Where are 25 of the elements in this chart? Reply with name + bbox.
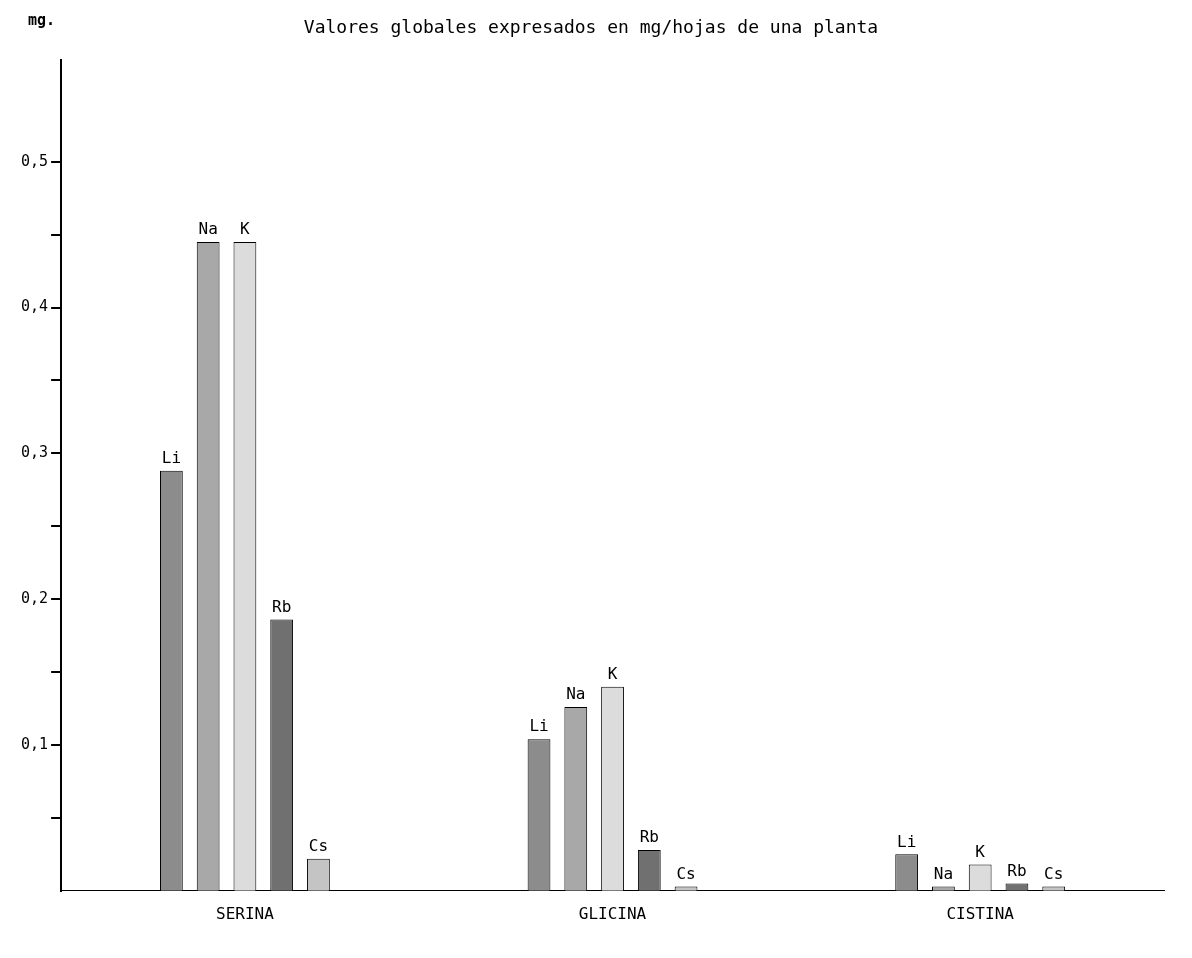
text: Cs <box>308 835 329 855</box>
series-label: Li <box>529 716 549 736</box>
text: Na <box>933 863 954 883</box>
series-label: Na <box>566 684 586 704</box>
text: K <box>240 219 250 239</box>
text: Rb <box>1007 860 1027 880</box>
text: Rb <box>272 596 292 616</box>
chart-title: Valores globales expresados en mg/hojas de una planta <box>303 16 879 38</box>
y-tick-label: 0,5 <box>21 151 49 170</box>
y-axis-title: mg. <box>28 11 56 30</box>
x-tick-label: GLICINA <box>578 903 647 923</box>
text: Li <box>161 447 182 467</box>
text: Na <box>198 219 218 239</box>
series-label: Cs <box>676 863 696 883</box>
y-tick-label: 0,2 <box>21 589 49 608</box>
text: Li <box>897 831 917 851</box>
y-tick-label: 0,1 <box>21 734 49 753</box>
x-tick-label: SERINA <box>216 903 275 923</box>
y-tick-label: 0,3 <box>21 443 49 462</box>
x-tick-label: CISTINA <box>946 903 1015 923</box>
text: K <box>607 663 618 683</box>
series-label: Rb <box>639 827 659 847</box>
series-label: K <box>975 841 986 861</box>
text: Cs <box>1044 863 1064 883</box>
y-tick-label: 0,4 <box>21 297 49 316</box>
